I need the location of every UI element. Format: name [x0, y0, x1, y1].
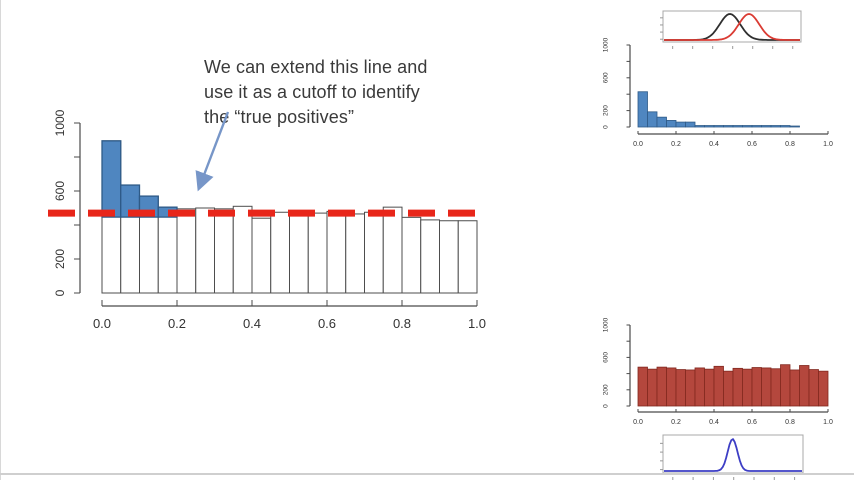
annotation-line-1: We can extend this line and	[204, 57, 428, 77]
annotation-line-3: the “true positives”	[204, 107, 355, 127]
svg-text:0.8: 0.8	[785, 141, 795, 148]
svg-text:0.4: 0.4	[709, 419, 719, 426]
bottom-right-density-plot	[660, 434, 804, 480]
svg-text:0.6: 0.6	[747, 419, 757, 426]
svg-text:0.8: 0.8	[393, 316, 411, 331]
svg-text:1.0: 1.0	[823, 141, 833, 148]
annotation-text: We can extend this line and use it as a …	[204, 55, 428, 130]
svg-text:1000: 1000	[603, 37, 610, 52]
svg-text:0.4: 0.4	[709, 141, 719, 148]
svg-text:0.0: 0.0	[633, 419, 643, 426]
arrow-icon	[195, 111, 230, 192]
svg-text:600: 600	[603, 72, 610, 83]
svg-text:0: 0	[53, 289, 67, 296]
svg-text:200: 200	[603, 384, 610, 395]
svg-text:1000: 1000	[53, 109, 67, 136]
top-right-density-plot	[660, 10, 802, 49]
slide-bottom-border	[0, 473, 854, 475]
svg-text:0.4: 0.4	[243, 316, 261, 331]
svg-text:0: 0	[603, 404, 610, 408]
svg-text:0.6: 0.6	[318, 316, 336, 331]
svg-text:0: 0	[603, 125, 610, 129]
main-histogram-chart: 0 200 600 1000 0.0 0.2 0.4 0.6 0.8 1.0	[48, 109, 486, 331]
svg-text:0.2: 0.2	[671, 419, 681, 426]
svg-text:1.0: 1.0	[468, 316, 486, 331]
bottom-right-histogram-chart: 0 200 600 1000 0.0 0.2 0.4 0.6 0.8 1.0	[603, 317, 833, 426]
svg-text:200: 200	[603, 105, 610, 116]
svg-text:0.2: 0.2	[671, 141, 681, 148]
slide-left-border	[0, 0, 1, 480]
svg-text:600: 600	[53, 181, 67, 201]
svg-text:1.0: 1.0	[823, 419, 833, 426]
svg-text:0.2: 0.2	[168, 316, 186, 331]
svg-text:600: 600	[603, 352, 610, 363]
annotation-line-2: use it as a cutoff to identify	[204, 82, 420, 102]
svg-text:1000: 1000	[603, 317, 610, 332]
svg-text:0.8: 0.8	[785, 419, 795, 426]
top-right-histogram-chart: 0 200 600 1000 0.0 0.2 0.4 0.6 0.8 1.0	[603, 37, 833, 148]
svg-text:0.6: 0.6	[747, 141, 757, 148]
svg-text:200: 200	[53, 249, 67, 269]
svg-text:0.0: 0.0	[93, 316, 111, 331]
svg-text:0.0: 0.0	[633, 141, 643, 148]
